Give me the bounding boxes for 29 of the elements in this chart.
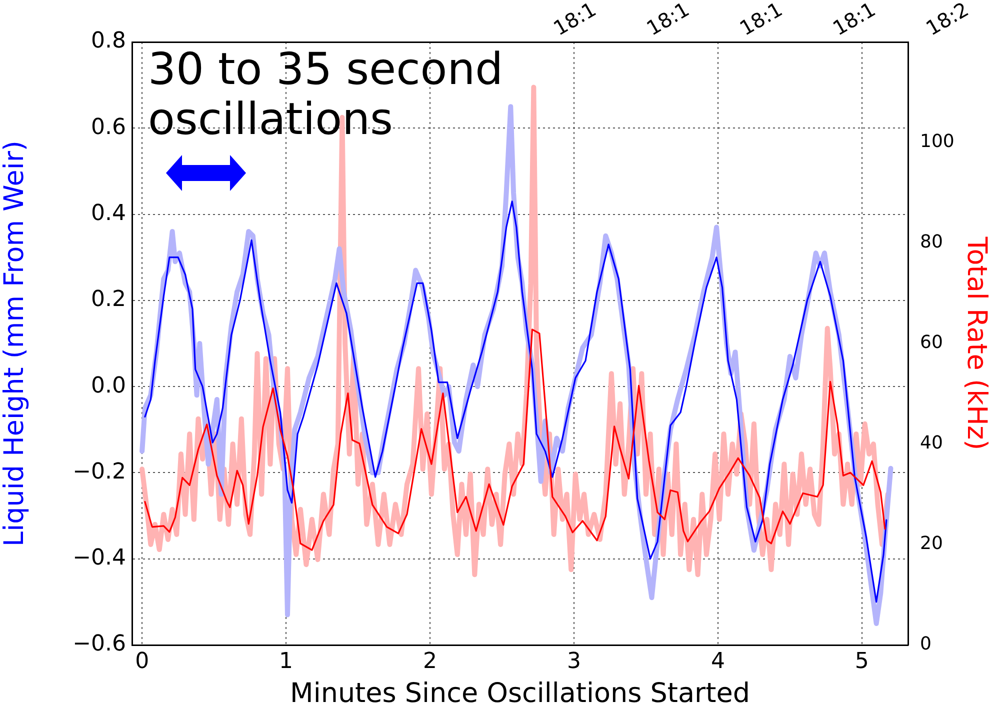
y-tick-label: 0.6 <box>91 114 126 140</box>
y2-tick-label: 40 <box>920 432 943 454</box>
text: 18:1 <box>642 0 694 40</box>
y-tick-label: −0.2 <box>72 459 126 484</box>
text: 18:1 <box>736 0 786 40</box>
x-axis-title: Minutes Since Oscillations Started <box>290 678 750 709</box>
x-tick-label: 5 <box>854 648 869 674</box>
y2-axis-title: Total Rate (kHz) <box>960 236 991 450</box>
y2-tick-label: 0 <box>920 634 932 655</box>
y2-tick-label: 60 <box>920 332 943 354</box>
y-tick-label: 0.2 <box>91 287 126 312</box>
y-tick-label: 0.4 <box>91 201 126 226</box>
y2-tick-label: 80 <box>920 232 943 253</box>
x-tick-label: 2 <box>423 648 438 674</box>
x-tick-label: 4 <box>710 648 725 674</box>
y-tick-label: −0.4 <box>72 546 126 571</box>
y2-tick-label: 20 <box>920 533 943 554</box>
text: 18:1 <box>828 0 880 40</box>
text: 18:1 <box>549 0 600 40</box>
y-axis-title: Liquid Height (mm From Weir) <box>0 140 30 546</box>
x-tick-label: 0 <box>135 648 150 674</box>
text: 18:2 <box>922 0 973 40</box>
x-tick-label: 1 <box>279 648 294 674</box>
x-tick-label: 3 <box>566 648 581 674</box>
y2-tick-label: 100 <box>920 131 954 152</box>
y-tick-label: 0.0 <box>91 373 126 398</box>
annotation: 30 to 35 second oscillations <box>148 44 504 145</box>
y-tick-label: −0.6 <box>72 632 126 657</box>
y-tick-label: 0.8 <box>91 28 126 54</box>
